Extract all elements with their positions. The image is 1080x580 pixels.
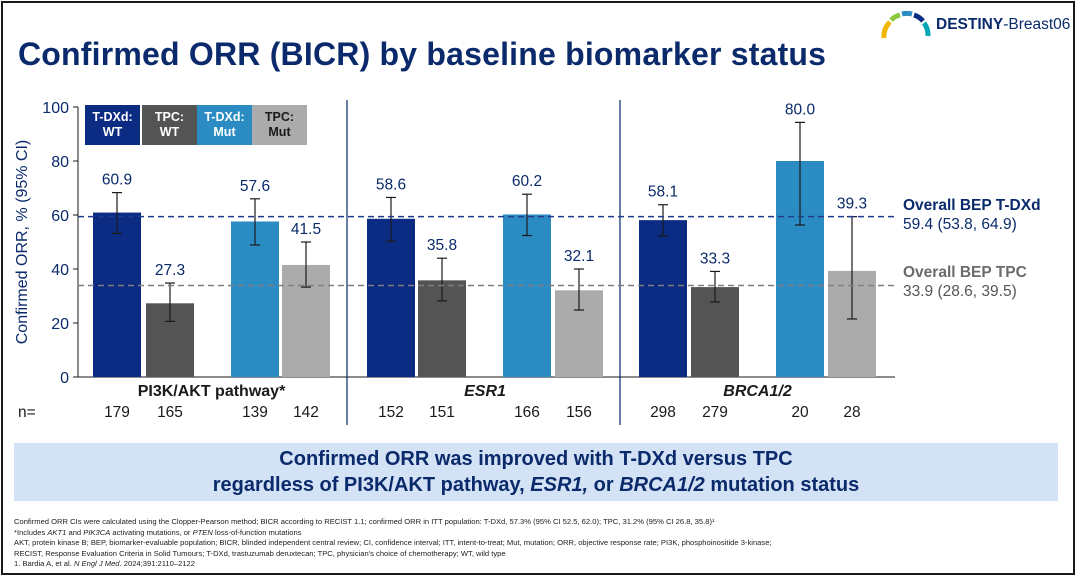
bar xyxy=(231,221,279,377)
n-value: 165 xyxy=(157,404,183,421)
legend-item: T-DXd: Mut xyxy=(197,105,252,145)
reference-value: 59.4 (53.8, 64.9) xyxy=(903,216,1017,233)
y-axis-label: Confirmed ORR, % (95% CI) xyxy=(14,140,31,345)
n-value: 279 xyxy=(702,404,728,421)
data-label: 57.6 xyxy=(240,178,270,195)
data-label: 32.1 xyxy=(564,248,594,265)
group-label: BRCA1/2 xyxy=(723,383,792,400)
data-label: 60.2 xyxy=(512,173,542,190)
data-label: 60.9 xyxy=(102,172,132,189)
footnote-3: AKT, protein kinase B; BEP, biomarker-ev… xyxy=(14,538,772,548)
bar xyxy=(639,220,687,377)
n-value: 142 xyxy=(293,404,319,421)
n-value: 151 xyxy=(429,404,455,421)
data-label: 27.3 xyxy=(155,262,185,279)
n-value: 179 xyxy=(104,404,130,421)
y-tick-label: 100 xyxy=(42,100,69,117)
logo-mark-icon xyxy=(881,10,931,39)
legend-item: TPC: WT xyxy=(142,105,197,145)
data-label: 41.5 xyxy=(291,221,321,238)
n-value: 156 xyxy=(566,404,592,421)
data-label: 33.3 xyxy=(700,250,730,267)
n-value: 139 xyxy=(242,404,268,421)
y-tick-label: 0 xyxy=(60,370,69,387)
n-value: 298 xyxy=(650,404,676,421)
y-tick-label: 60 xyxy=(51,208,69,225)
bar xyxy=(367,218,415,377)
orr-bar-chart: 0 20 40 60 80 100 Confirmed ORR, % (95% CI) 60.… xyxy=(14,100,1041,425)
reference-label: Overall BEP T-DXd xyxy=(903,197,1041,214)
bar xyxy=(503,214,551,377)
legend-item: T-DXd: WT xyxy=(85,105,140,145)
data-label: 80.0 xyxy=(785,101,816,118)
footnote-reference: 1. Bardia A, et al. N Engl J Med. 2024;3… xyxy=(14,559,195,569)
group-label: PI3K/AKT pathway* xyxy=(138,383,286,400)
data-label: 58.6 xyxy=(376,176,406,193)
footnote-4: RECIST, Response Evaluation Criteria in … xyxy=(14,548,506,558)
legend-item: TPC: Mut xyxy=(252,105,307,145)
footnotes: Confirmed ORR CIs were calculated using … xyxy=(14,517,1064,570)
n-value: 166 xyxy=(514,404,540,421)
reference-label: Overall BEP TPC xyxy=(903,264,1027,281)
reference-value: 33.9 (28.6, 39.5) xyxy=(903,283,1017,300)
bar xyxy=(93,212,141,377)
group-label: ESR1 xyxy=(464,383,506,400)
y-tick-label: 40 xyxy=(51,262,69,279)
n-value: 20 xyxy=(791,404,809,421)
banner-line-2: regardless of PI3K/AKT pathway, ESR1, or… xyxy=(212,474,860,496)
data-label: 39.3 xyxy=(837,196,867,213)
banner-line-1: Confirmed ORR was improved with T-DXd ve… xyxy=(279,448,793,470)
slide-title: Confirmed ORR (BICR) by baseline biomark… xyxy=(18,36,827,72)
y-tick-label: 80 xyxy=(51,154,69,171)
data-label: 58.1 xyxy=(648,184,678,201)
logo-text: DESTINY-Breast06 xyxy=(936,16,1071,33)
destiny-breast06-logo: DESTINY-Breast06 xyxy=(878,8,1071,42)
n-value: 152 xyxy=(378,404,404,421)
conclusion-banner: Confirmed ORR was improved with T-DXd ve… xyxy=(14,443,1058,501)
n-value: 28 xyxy=(843,404,860,421)
data-label: 35.8 xyxy=(427,237,457,254)
y-tick-label: 20 xyxy=(51,316,69,333)
footnote-1: Confirmed ORR CIs were calculated using … xyxy=(14,517,715,526)
footnote-2: *Includes AKT1 and PIK3CA activating mut… xyxy=(14,527,302,537)
n-label: n= xyxy=(18,404,36,421)
